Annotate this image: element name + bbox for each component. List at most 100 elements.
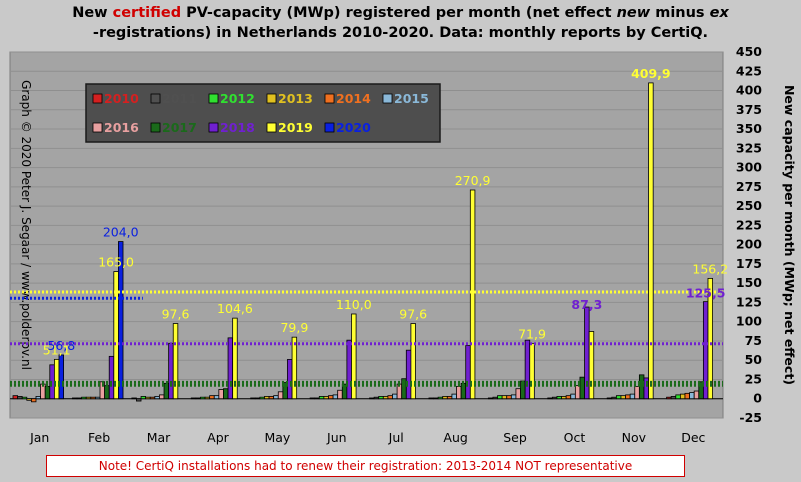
bar-2018-Jun — [346, 339, 352, 400]
bars — [12, 82, 713, 403]
bar-2015-Jan — [35, 396, 41, 400]
data-label-2019-Feb: 165,0 — [98, 255, 134, 270]
bar-2016-Nov — [634, 386, 640, 400]
y-tick-label: -25 — [739, 410, 762, 425]
bar-2010-Aug — [428, 397, 434, 400]
bar-2012-Jun — [318, 396, 325, 400]
bar-2011-Jan — [17, 396, 23, 400]
legend-label-2010: 2010 — [104, 91, 139, 106]
bar-2015-Jul — [392, 393, 398, 400]
data-label-2019-Mar: 97,6 — [162, 307, 190, 322]
y-tick-label: 450 — [736, 44, 762, 59]
y-tick-label: 200 — [736, 237, 762, 252]
y-tick-label: 250 — [736, 198, 762, 213]
x-tick-label: Apr — [207, 430, 229, 445]
chart-title: New certified PV-capacity (MWp) register… — [72, 5, 729, 41]
bar-2013-Mar — [145, 396, 151, 400]
bar-2018-May — [287, 359, 293, 400]
x-tick-label: Dec — [681, 430, 705, 445]
bar-2013-Sep — [501, 395, 508, 400]
data-label-2019-May: 79,9 — [280, 320, 308, 335]
legend-label-2011: 2011 — [162, 91, 197, 106]
legend-swatch-2012 — [208, 93, 219, 104]
bar-2016-Oct — [574, 385, 581, 400]
credit-text: Graph © 2020 Peter J. Segaar / www.polde… — [19, 80, 33, 370]
bar-2012-May — [259, 396, 265, 400]
bar-2019-Sep — [529, 342, 535, 400]
bar-2017-Oct — [579, 376, 585, 400]
bar-2013-May — [264, 396, 270, 400]
legend-swatch-2013 — [266, 93, 277, 104]
bar-2013-Feb — [85, 396, 92, 400]
x-tick-label: Oct — [564, 430, 586, 445]
x-tick-label: May — [264, 430, 290, 445]
bar-2012-Dec — [675, 394, 681, 400]
bar-2015-May — [273, 395, 279, 400]
y-tick-label: 425 — [736, 63, 762, 78]
bar-2014-Dec — [684, 392, 690, 400]
bar-2020-Feb — [118, 241, 124, 400]
bar-2018-Sep — [524, 339, 531, 400]
legend-label-2012: 2012 — [220, 91, 255, 106]
legend: 2010 2011 2012 2013 2014 2015 2016 2017 2018 2019… — [85, 83, 441, 143]
legend-swatch-2020 — [324, 122, 335, 133]
data-label-2018-Oct: 87,3 — [571, 297, 602, 312]
legend-swatch-2014 — [324, 93, 335, 104]
x-tick-label: Mar — [147, 430, 171, 445]
legend-swatch-2011 — [150, 93, 161, 104]
y-tick-label: 25 — [745, 371, 762, 386]
bar-2014-Jan — [30, 398, 37, 403]
bar-2011-Dec — [670, 396, 677, 400]
data-label-2019-Aug: 270,9 — [455, 173, 491, 188]
bar-2016-May — [277, 391, 284, 400]
bar-2014-May — [268, 396, 275, 400]
data-label-2018-Dec: 125,5 — [686, 286, 726, 301]
y-tick-label: 325 — [736, 140, 762, 155]
legend-label-2016: 2016 — [104, 120, 139, 135]
bar-2015-Mar — [154, 396, 160, 400]
bar-2014-Aug — [446, 396, 453, 400]
y-tick-label: 400 — [736, 83, 762, 98]
data-label-2019-Nov: 409,9 — [631, 66, 671, 81]
bar-2015-Feb — [95, 396, 101, 400]
y-tick-label: 100 — [736, 314, 762, 329]
bar-2012-Mar — [140, 396, 147, 400]
data-label-2019-Sep: 71,9 — [518, 326, 546, 341]
data-label-2019-Apr: 104,6 — [217, 301, 253, 316]
bar-2015-Nov — [629, 393, 636, 400]
bar-2013-Jun — [323, 396, 329, 400]
bar-2017-Feb — [104, 385, 110, 400]
bar-2016-Apr — [218, 389, 224, 400]
bar-2010-Jan — [12, 395, 18, 400]
bar-2014-Jul — [387, 395, 393, 400]
data-label-2020-Jan: 56,8 — [47, 338, 75, 353]
legend-label-2019: 2019 — [278, 120, 313, 135]
bar-2011-Sep — [492, 396, 498, 400]
bar-2010-Sep — [487, 397, 494, 400]
bar-2014-Jun — [328, 395, 334, 400]
bar-2010-Nov — [606, 397, 613, 400]
legend-swatch-2018 — [208, 122, 219, 133]
bar-2011-Oct — [551, 396, 558, 400]
bar-2015-Sep — [510, 394, 517, 400]
footnote: Note! CertiQ installations had to renew … — [46, 455, 685, 477]
x-tick-label: Jan — [29, 430, 49, 445]
bar-2011-Nov — [611, 396, 617, 400]
data-label-2019-Jun: 110,0 — [336, 297, 372, 312]
bar-2018-Jul — [405, 349, 412, 400]
bar-2019-Nov — [648, 82, 654, 400]
y-tick-label: 275 — [736, 179, 762, 194]
y-tick-label: 50 — [745, 352, 763, 367]
bar-2019-Oct — [588, 331, 595, 400]
x-tick-label: Sep — [503, 430, 527, 445]
bar-2018-Aug — [465, 345, 471, 400]
bar-2012-Jul — [378, 396, 384, 400]
bar-2011-Mar — [136, 398, 142, 402]
x-tick-label: Nov — [622, 430, 647, 445]
bar-2012-Aug — [437, 396, 444, 400]
bar-2010-Jul — [369, 397, 375, 400]
bar-2013-Nov — [620, 395, 626, 400]
bar-2014-Nov — [625, 394, 631, 400]
legend-label-2020: 2020 — [336, 120, 371, 135]
data-label-2020-Feb: 204,0 — [103, 225, 139, 240]
